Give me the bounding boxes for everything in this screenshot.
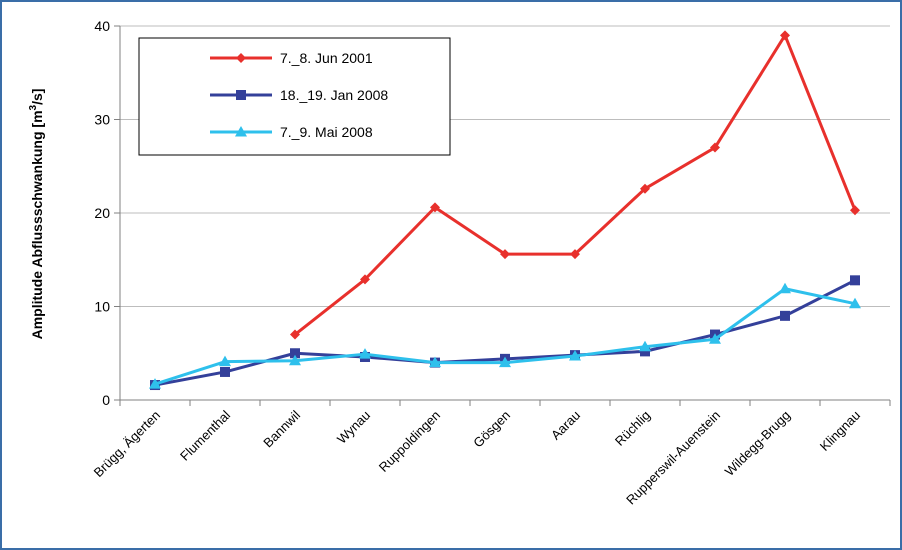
x-tick-label-0: Brügg, Ägerten: [91, 408, 163, 480]
point-s2-4: [429, 356, 441, 368]
x-tick-label-4: Ruppoldingen: [376, 408, 443, 475]
x-tick-label-5: Gösgen: [470, 408, 513, 451]
point-s2-0: [149, 378, 161, 389]
legend-marker-2: [235, 126, 247, 137]
axes: [114, 25, 891, 406]
point-s1-1: [220, 366, 230, 377]
point-s0-3: [360, 274, 370, 285]
y-tick-label-40: 40: [94, 18, 110, 34]
x-tick-label-6: Aarau: [548, 408, 583, 443]
y-tick-label-10: 10: [94, 299, 110, 315]
point-s2-10: [849, 297, 861, 309]
point-s2-5: [499, 356, 511, 368]
x-tick-label-9: Wildegg-Brugg: [722, 408, 793, 479]
point-s2-9: [779, 282, 791, 294]
legend-label-1: 18._19. Jan 2008: [280, 87, 388, 103]
y-axis-label-superscript: 3: [28, 104, 39, 110]
y-axis-label-end: /s]: [29, 89, 45, 105]
point-s1-10: [850, 275, 860, 286]
point-s0-7: [640, 183, 650, 194]
legend-label-0: 7._8. Jun 2001: [280, 50, 373, 66]
series-2: [149, 282, 861, 389]
y-tick-labels: 0 10 20 30 40: [94, 18, 110, 408]
legend-box: [138, 37, 451, 156]
series-line-1: [154, 278, 856, 387]
x-tick-label-3: Wynau: [334, 408, 373, 447]
legend: 7._8. Jun 2001 18._19. Jan 2008 7._9. Mai …: [138, 37, 451, 156]
point-s1-2: [290, 348, 300, 359]
point-s0-8: [710, 142, 720, 153]
point-s0-4: [430, 202, 440, 213]
y-tick-label-30: 30: [94, 112, 110, 128]
y-axis-label-main: Amplitude Abflussschwankung [m: [29, 110, 45, 339]
point-s0-5: [500, 249, 510, 260]
y-axis-label: Amplitude Abflussschwankung [m3/s]: [28, 89, 45, 340]
point-s2-3: [359, 348, 371, 359]
series-line-2: [154, 287, 856, 386]
point-s2-2: [289, 354, 301, 366]
point-s2-7: [639, 340, 651, 352]
point-s2-8: [709, 333, 721, 344]
legend-label-2: 7._9. Mai 2008: [280, 124, 373, 140]
point-s2-1: [219, 355, 231, 367]
legend-marker-1: [236, 90, 246, 100]
series-1: [150, 275, 860, 391]
point-s0-10: [850, 205, 860, 216]
legend-marker-0: [236, 53, 246, 63]
x-tick-labels: Brügg, Ägerten Flumenthal Bannwil Wynau Rupp…: [91, 407, 863, 507]
point-s1-7: [640, 346, 650, 357]
y-tick-label-20: 20: [94, 205, 110, 221]
point-s2-6: [569, 350, 581, 361]
y-tick-label-0: 0: [102, 392, 110, 408]
x-tick-label-7: Rüchlig: [612, 408, 653, 449]
x-tick-label-2: Bannwil: [260, 407, 303, 450]
x-tick-label-10: Klingnau: [817, 408, 863, 454]
point-s0-2: [290, 329, 300, 340]
point-s0-6: [570, 249, 580, 260]
x-tick-label-1: Flumenthal: [177, 407, 233, 463]
point-s1-9: [780, 310, 790, 321]
